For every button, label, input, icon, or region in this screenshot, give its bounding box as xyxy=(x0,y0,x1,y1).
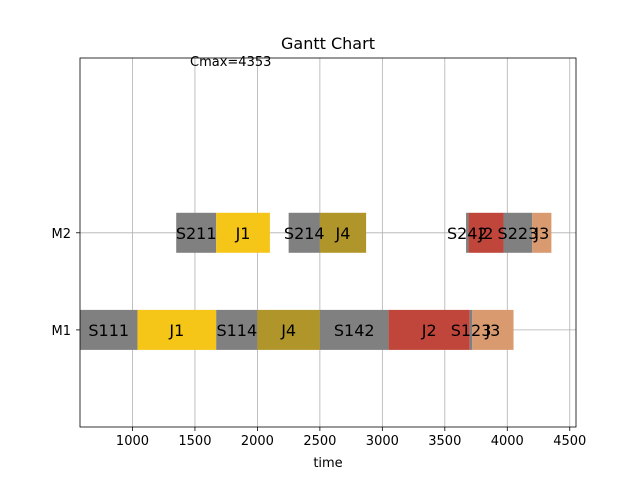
x-tick-label: 1500 xyxy=(178,434,211,449)
x-tick-label: 3500 xyxy=(428,434,461,449)
task-label-m1-s111: S111 xyxy=(88,321,129,340)
task-bar-m2-j2 xyxy=(468,212,504,253)
task-label-m2-s242: S242 xyxy=(447,224,488,243)
task-label-m1-j1: J1 xyxy=(168,321,184,340)
x-tick-label: 4000 xyxy=(491,434,524,449)
task-label-m1-s114: S114 xyxy=(216,321,257,340)
task-label-m2-j3: J3 xyxy=(533,224,549,243)
machine-label-m2: M2 xyxy=(52,227,72,242)
machine-label-m1: M1 xyxy=(52,324,72,339)
chart-title: Gantt Chart xyxy=(281,34,375,53)
task-label-m1-j3: J3 xyxy=(484,321,500,340)
task-bar-m1-s111 xyxy=(80,309,138,350)
task-label-m2-j2: J2 xyxy=(478,224,494,243)
task-bar-m2-j3 xyxy=(532,212,552,253)
task-label-m1-s142: S142 xyxy=(334,321,375,340)
task-bar-m1-j4 xyxy=(257,309,320,350)
x-tick-label: 2000 xyxy=(241,434,274,449)
task-bar-m2-s214 xyxy=(288,212,320,253)
task-bar-m2-j1 xyxy=(216,212,270,253)
task-label-m1-j2: J2 xyxy=(421,321,437,340)
task-bar-m1-j3 xyxy=(472,309,514,350)
task-label-m2-s214: S214 xyxy=(284,224,325,243)
task-bar-m2-s211 xyxy=(176,212,217,253)
task-bar-m2-s223 xyxy=(503,212,533,253)
task-label-m1-j4: J4 xyxy=(280,321,296,340)
task-label-m2-j1: J1 xyxy=(235,224,251,243)
task-label-m1-s123: S123 xyxy=(451,321,492,340)
task-bar-m1-j1 xyxy=(137,309,217,350)
x-axis-label: time xyxy=(313,456,342,471)
task-bar-m1-j2 xyxy=(388,309,470,350)
task-bars xyxy=(80,212,552,350)
x-axis-ticks: 1000 1500 2000 2500 3000 3500 4000 4500 xyxy=(116,427,586,449)
x-tick-label: 4500 xyxy=(553,434,586,449)
x-tick-label: 2500 xyxy=(303,434,336,449)
task-label-m2-s223: S223 xyxy=(498,224,539,243)
x-tick-label: 1000 xyxy=(116,434,149,449)
y-axis-ticks: M1 M2 xyxy=(52,227,80,339)
cmax-annotation: Cmax=4353 xyxy=(190,55,271,70)
x-tick-label: 3000 xyxy=(366,434,399,449)
task-bar-m1-s142 xyxy=(319,309,389,350)
task-bar-m2-j4 xyxy=(319,212,367,253)
task-bar-m1-s123 xyxy=(469,309,473,350)
plot-area-frame xyxy=(79,57,577,428)
task-bar-m2-s242 xyxy=(466,212,469,253)
task-label-m2-j4: J4 xyxy=(335,224,351,243)
task-bar-m1-s114 xyxy=(216,309,258,350)
task-label-m2-s211: S211 xyxy=(176,224,217,243)
